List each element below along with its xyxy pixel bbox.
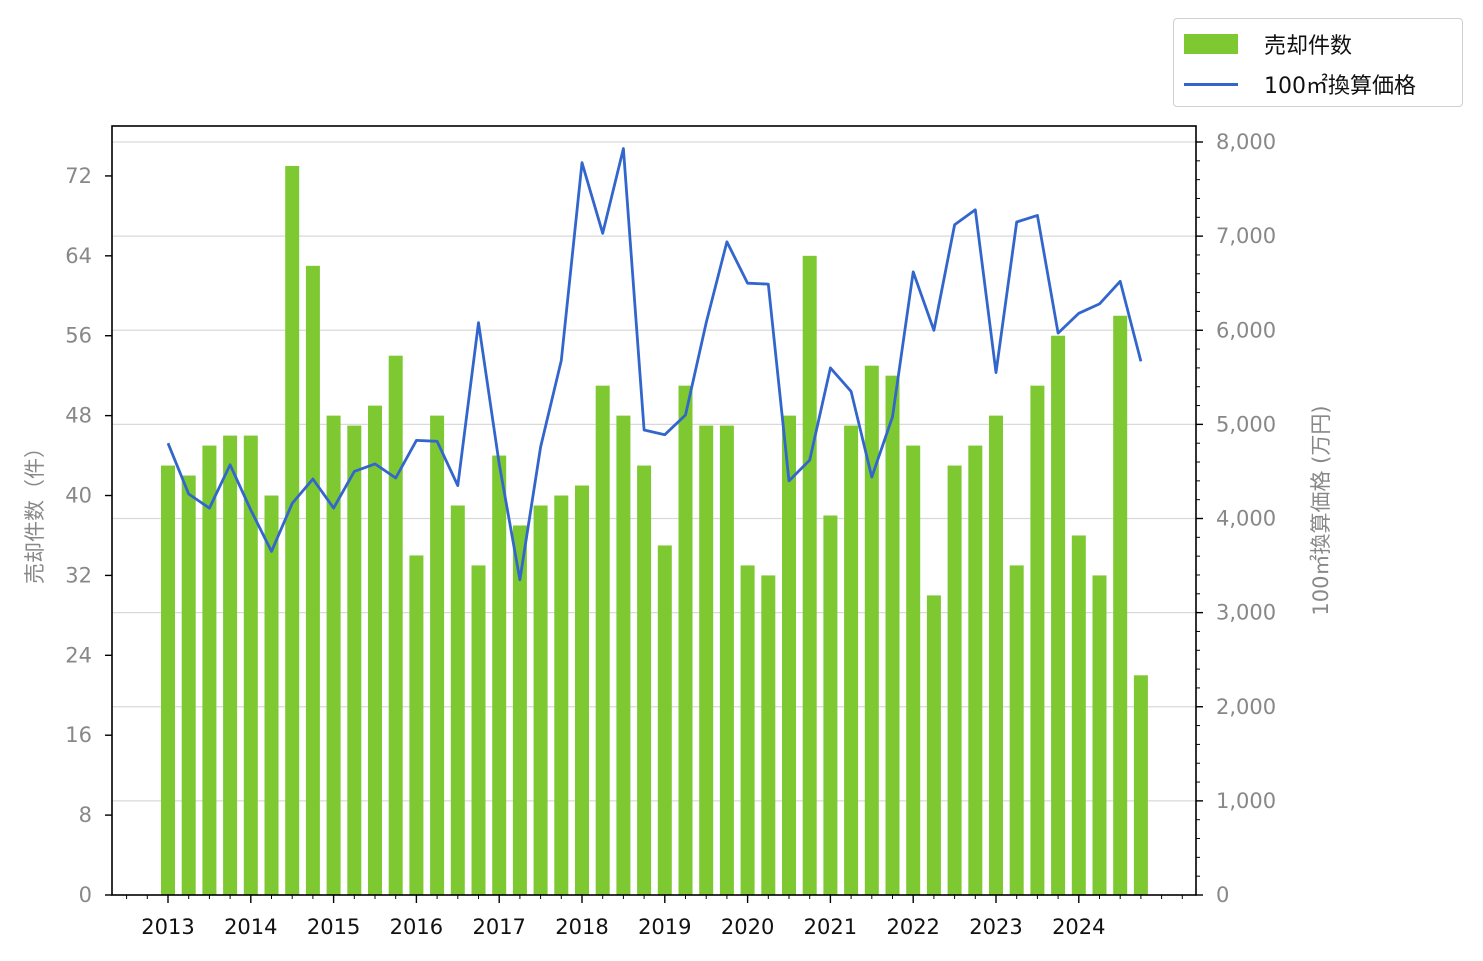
bar — [823, 515, 838, 895]
bar — [409, 555, 424, 895]
bar — [595, 385, 610, 895]
right-tick-label: 6,000 — [1216, 318, 1276, 342]
bar — [533, 505, 548, 895]
right-tick-label: 0 — [1216, 883, 1229, 907]
legend-line-swatch — [1184, 82, 1238, 86]
bar — [885, 375, 900, 896]
left-tick-label: 72 — [65, 164, 92, 188]
right-tick-label: 1,000 — [1216, 789, 1276, 813]
bar — [512, 525, 527, 895]
bar — [264, 495, 279, 895]
left-tick-label: 24 — [65, 643, 92, 667]
bar — [1009, 565, 1024, 895]
x-tick-label: 2021 — [804, 915, 857, 939]
bar — [326, 415, 341, 895]
bar — [678, 385, 693, 895]
price-line — [166, 147, 1143, 582]
left-tick-label: 64 — [65, 244, 92, 268]
right-tick-label: 7,000 — [1216, 224, 1276, 248]
left-tick-label: 40 — [65, 484, 92, 508]
right-tick-label: 8,000 — [1216, 130, 1276, 154]
bar — [388, 355, 403, 895]
x-tick-label: 2020 — [721, 915, 774, 939]
bar — [554, 495, 569, 895]
x-tick-label: 2015 — [307, 915, 360, 939]
bar — [947, 465, 962, 895]
bar — [761, 575, 776, 895]
x-tick-label: 2018 — [555, 915, 608, 939]
bar — [1092, 575, 1107, 895]
bar — [471, 565, 486, 895]
x-tick-label: 2024 — [1052, 915, 1105, 939]
left-tick-label: 56 — [65, 324, 92, 348]
bar — [740, 565, 755, 895]
right-axis: 0 1,000 2,000 3,000 4,000 5,000 6,000 7,000 8,00… — [1196, 130, 1276, 907]
bar — [968, 445, 983, 895]
bar — [989, 415, 1003, 895]
bar — [223, 435, 238, 895]
legend-line-label: 100㎡換算価格 — [1264, 74, 1416, 99]
right-tick-label: 5,000 — [1216, 412, 1276, 436]
x-tick-label: 2017 — [472, 915, 525, 939]
bar — [657, 545, 672, 895]
bar — [347, 425, 362, 895]
bar — [1133, 675, 1148, 895]
left-tick-label: 32 — [65, 563, 92, 587]
bar — [1030, 385, 1045, 895]
x-tick-label: 2014 — [224, 915, 277, 939]
bar — [1051, 335, 1066, 895]
x-tick-label: 2013 — [141, 915, 194, 939]
legend: 売却件数 100㎡換算価格 — [1173, 18, 1463, 107]
right-tick-label: 3,000 — [1216, 601, 1276, 625]
left-tick-label: 8 — [79, 803, 92, 827]
bar — [1071, 535, 1086, 895]
line-series — [166, 147, 1143, 582]
left-axis-title: 売却件数（件） — [23, 437, 47, 584]
x-tick-label: 2022 — [886, 915, 939, 939]
left-tick-label: 0 — [79, 883, 92, 907]
left-tick-label: 16 — [65, 723, 92, 747]
legend-item-line: 100㎡換算価格 — [1184, 69, 1416, 99]
bar — [637, 465, 652, 895]
bar — [161, 465, 175, 895]
bar — [492, 455, 507, 895]
bar — [1113, 315, 1128, 895]
bar-series — [161, 165, 1148, 896]
left-axis: 0 8 16 24 32 40 48 56 64 72 — [65, 164, 112, 907]
x-tick-label: 2019 — [638, 915, 691, 939]
bar — [844, 425, 859, 895]
bar — [699, 425, 714, 895]
bar — [285, 165, 300, 895]
left-tick-label: 48 — [65, 404, 92, 428]
bar — [616, 415, 631, 895]
x-axis: 2013 2014 2015 2016 2017 2018 2019 2020 2021 2022… — [126, 895, 1183, 939]
plot-frame — [111, 125, 1197, 896]
x-tick-label: 2016 — [390, 915, 443, 939]
bar — [719, 425, 734, 895]
bar — [575, 485, 589, 895]
bar — [305, 265, 320, 895]
right-tick-label: 2,000 — [1216, 695, 1276, 719]
legend-item-bar: 売却件数 — [1184, 29, 1352, 59]
bar — [368, 405, 382, 895]
bar — [782, 415, 796, 895]
bar — [802, 255, 817, 895]
bar — [864, 365, 879, 895]
bar — [906, 445, 921, 895]
legend-bar-swatch — [1184, 34, 1238, 54]
x-tick-label: 2023 — [969, 915, 1022, 939]
right-axis-title: 100㎡換算価格 (万円) — [1309, 405, 1333, 615]
bar — [243, 435, 258, 895]
bar — [430, 415, 445, 895]
right-tick-label: 4,000 — [1216, 507, 1276, 531]
legend-bar-label: 売却件数 — [1264, 34, 1353, 59]
bar — [926, 595, 941, 895]
bar — [450, 505, 465, 895]
bar — [181, 475, 196, 895]
bar — [202, 445, 217, 895]
